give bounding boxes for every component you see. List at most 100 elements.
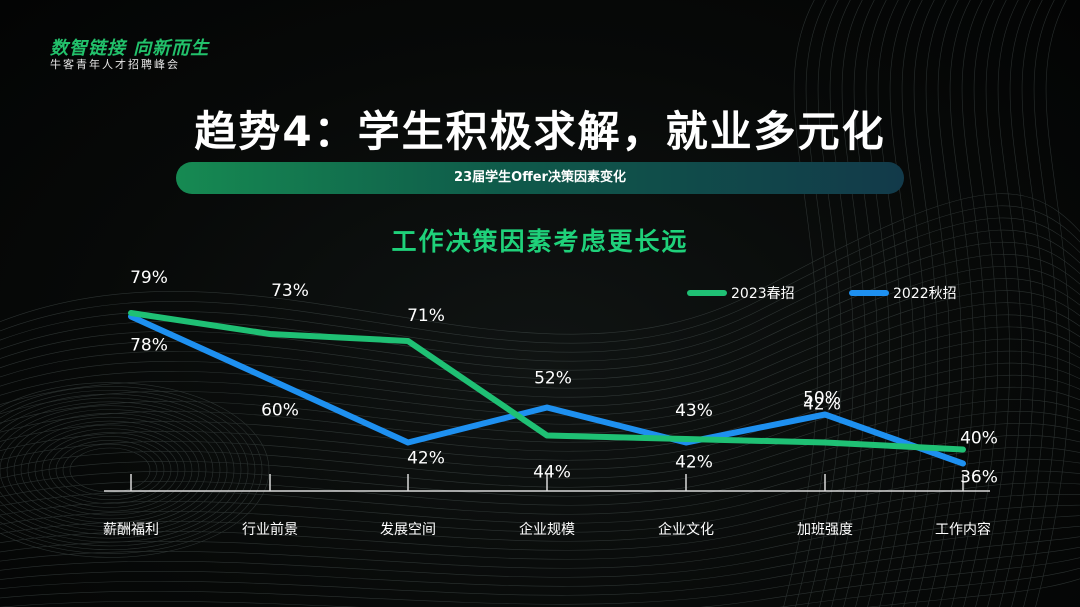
swirl-line	[0, 493, 1080, 560]
swirl-line	[999, 0, 1034, 607]
data-label-2022-autumn: 52%	[534, 369, 572, 389]
swirl-line	[0, 386, 263, 554]
swirl-line	[0, 470, 1080, 542]
swirl-line	[819, 0, 854, 607]
swirl-line	[34, 428, 186, 512]
swirl-line	[0, 423, 1080, 506]
data-label-2023-spring: 73%	[271, 281, 309, 301]
swirl-line	[975, 0, 1010, 607]
swirl-line	[27, 424, 193, 516]
swirl-line	[0, 482, 1080, 551]
swirl-line	[903, 0, 938, 607]
swirl-line	[1011, 0, 1046, 607]
data-label-2022-autumn: 42%	[675, 453, 713, 473]
swirl-line	[0, 193, 1080, 335]
swirl-line	[0, 217, 1080, 353]
swirl-line	[0, 314, 1080, 425]
x-tick-label: 工作内容	[935, 521, 991, 538]
swirl-line	[0, 515, 1080, 578]
swirl-line	[20, 420, 200, 520]
swirl-line	[0, 205, 1080, 344]
swirl-line	[0, 386, 1080, 479]
swirl-line	[62, 443, 158, 497]
swirl-line	[915, 0, 950, 607]
swirl-line	[0, 458, 1080, 533]
x-tick-label: 加班强度	[797, 522, 853, 538]
swirl-line	[927, 0, 962, 607]
swirl-line	[1023, 0, 1058, 607]
x-tick-label: 行业前景	[242, 521, 298, 538]
section-banner: 23届学生Offer决策因素变化	[176, 162, 904, 194]
swirl-line	[0, 405, 228, 535]
swirl-line	[13, 416, 207, 524]
swirl-line	[41, 432, 179, 508]
swirl-line	[48, 436, 172, 504]
swirl-line	[0, 397, 242, 543]
data-label-2022-autumn: 60%	[261, 401, 299, 421]
swirl-line	[0, 557, 1080, 607]
brand-logo-text: 数智链接 向新而生	[50, 38, 210, 59]
swirl-line	[807, 0, 842, 607]
x-tick-label: 企业规模	[519, 521, 575, 538]
swirl-line	[891, 0, 926, 607]
swirl-line	[0, 350, 1080, 452]
swirl-line	[0, 401, 235, 539]
swirl-line	[0, 362, 1080, 461]
swirl-line	[866, 578, 1080, 607]
swirl-line	[795, 0, 830, 607]
swirl-line	[783, 0, 818, 607]
swirl-line	[939, 0, 974, 607]
data-label-2022-autumn: 50%	[803, 389, 841, 409]
swirl-line	[6, 413, 214, 527]
x-tick-label: 企业文化	[658, 521, 714, 538]
swirl-line	[0, 382, 270, 558]
data-label-2022-autumn: 36%	[960, 468, 998, 488]
data-label-2022-autumn: 78%	[130, 336, 168, 356]
data-label-2023-spring: 40%	[960, 429, 998, 449]
swirl-line	[1035, 0, 1070, 607]
brand-subtitle: 牛客青年人才招聘峰会	[50, 58, 180, 71]
x-tick-label: 发展空间	[380, 522, 436, 538]
swirl-line	[0, 409, 221, 531]
swirl-line	[963, 0, 998, 607]
swirl-line	[867, 0, 902, 607]
series-line-2023-spring	[128, 310, 966, 453]
swirl-line	[0, 266, 1080, 389]
swirl-line	[0, 302, 1080, 416]
swirl-line	[0, 546, 1080, 605]
legend-label: 2023春招	[731, 286, 795, 302]
swirl-line	[831, 0, 866, 607]
swirl-line	[0, 389, 256, 551]
data-label-2022-autumn: 42%	[407, 449, 445, 469]
swirl-line	[951, 0, 986, 607]
swirl-line	[779, 567, 1080, 607]
data-label-2023-spring: 42%	[803, 395, 841, 415]
data-label-2023-spring: 43%	[675, 401, 713, 421]
data-label-2023-spring: 44%	[533, 463, 571, 483]
swirl-line	[0, 290, 1080, 407]
swirl-line	[843, 0, 878, 607]
swirl-line	[0, 393, 249, 547]
swirl-line	[855, 0, 890, 607]
data-label-2023-spring: 71%	[407, 306, 445, 326]
legend-label: 2022秋招	[893, 286, 957, 302]
swirl-line	[55, 439, 165, 500]
swirl-line	[987, 0, 1022, 607]
swirl-line	[0, 374, 1080, 470]
swirl-line	[0, 278, 1080, 398]
swirl-line	[0, 536, 1080, 596]
swirl-line	[0, 398, 1080, 488]
swirl-line	[0, 411, 1080, 497]
page-title: 趋势4：学生积极求解，就业多元化	[194, 107, 886, 156]
swirl-line	[0, 446, 1080, 524]
swirl-line	[0, 326, 1080, 434]
swirl-line	[0, 253, 1080, 380]
swirl-line	[879, 0, 914, 607]
swirl-line	[0, 525, 1080, 587]
swirl-line	[0, 241, 1080, 371]
swirl-line	[69, 447, 151, 493]
x-tick-label: 薪酬福利	[103, 522, 159, 538]
swirl-line	[0, 504, 1080, 569]
series-line-2022-autumn	[128, 313, 966, 467]
